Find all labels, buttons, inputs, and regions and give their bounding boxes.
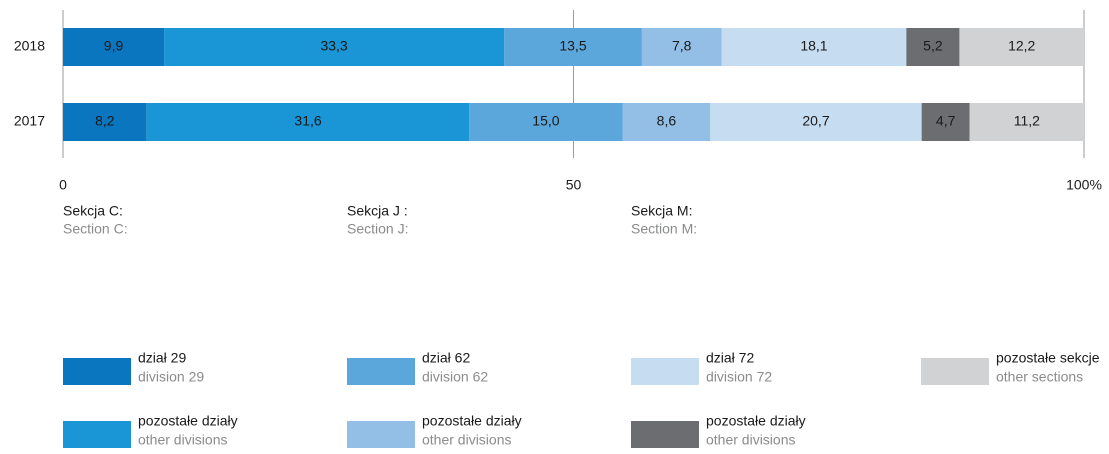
bar-segment xyxy=(906,28,960,66)
data-label: 8,2 xyxy=(95,113,115,129)
bar-segment xyxy=(721,28,907,66)
data-label: 4,7 xyxy=(936,113,956,129)
legend-label-en: other divisions xyxy=(706,432,796,448)
bar-segment xyxy=(921,103,970,141)
x-tick-label: 50 xyxy=(566,177,582,193)
bar-segment xyxy=(469,103,623,141)
bar-segment xyxy=(622,103,711,141)
legend-group-title: Sekcja M: xyxy=(631,203,692,219)
data-label: 9,9 xyxy=(104,38,124,54)
bar-segment xyxy=(959,28,1084,66)
legend-group-title-en: Section C: xyxy=(63,221,128,237)
legend-label-en: other divisions xyxy=(138,432,228,448)
legend-label-en: division 29 xyxy=(138,369,204,385)
bar-segment xyxy=(710,103,922,141)
y-tick-label: 2018 xyxy=(14,38,45,54)
legend-label: pozostałe działy xyxy=(422,413,522,429)
data-label: 5,2 xyxy=(923,38,943,54)
legend-swatch xyxy=(631,421,699,448)
legend-label: dział 72 xyxy=(706,350,754,366)
data-label: 7,8 xyxy=(672,38,692,54)
legend-label: pozostałe działy xyxy=(138,413,238,429)
legend-label: dział 62 xyxy=(422,350,470,366)
legend-label-en: division 62 xyxy=(422,369,488,385)
legend-group-title: Sekcja C: xyxy=(63,203,123,219)
legend-swatch xyxy=(921,358,989,385)
legend-label: pozostałe działy xyxy=(706,413,806,429)
legend-label: dział 29 xyxy=(138,350,186,366)
data-label: 20,7 xyxy=(802,113,829,129)
y-tick-label: 2017 xyxy=(14,113,45,129)
legend-group-title: Sekcja J : xyxy=(347,203,408,219)
legend-swatch xyxy=(631,358,699,385)
bar-segment xyxy=(63,103,147,141)
bar-segment xyxy=(164,28,505,66)
data-label: 18,1 xyxy=(800,38,827,54)
data-label: 12,2 xyxy=(1008,38,1035,54)
legend-group-title-en: Section M: xyxy=(631,221,697,237)
bar-segment xyxy=(641,28,722,66)
bar-segment xyxy=(146,103,470,141)
data-label: 8,6 xyxy=(657,113,677,129)
legend-label: pozostałe sekcje xyxy=(996,350,1100,366)
legend-swatch xyxy=(63,421,131,448)
data-label: 31,6 xyxy=(294,113,321,129)
x-tick-label: 100% xyxy=(1066,177,1102,193)
data-label: 13,5 xyxy=(559,38,586,54)
x-tick-label: 0 xyxy=(59,177,67,193)
data-label: 11,2 xyxy=(1014,113,1040,129)
legend-swatch xyxy=(347,421,415,448)
bar-segment xyxy=(504,28,642,66)
legend-swatch xyxy=(347,358,415,385)
data-label: 33,3 xyxy=(320,38,347,54)
legend-label-en: division 72 xyxy=(706,369,772,385)
legend-label-en: other sections xyxy=(996,369,1083,385)
bar-segment xyxy=(63,28,165,66)
legend-label-en: other divisions xyxy=(422,432,512,448)
bar-segment xyxy=(969,103,1084,141)
legend-swatch xyxy=(63,358,131,385)
legend-group-title-en: Section J: xyxy=(347,221,408,237)
data-label: 15,0 xyxy=(532,113,559,129)
